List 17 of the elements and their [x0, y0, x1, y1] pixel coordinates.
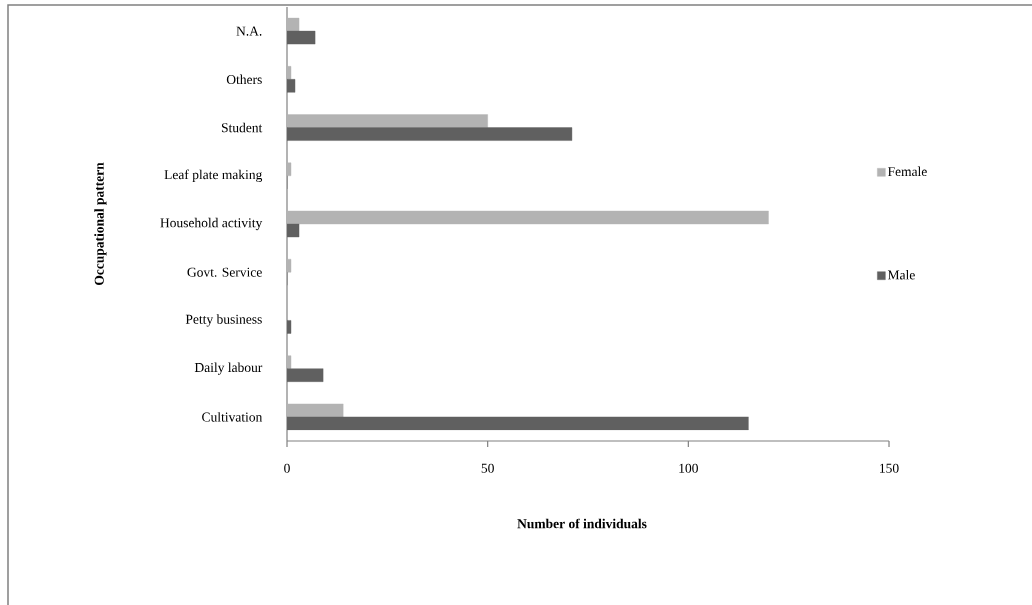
x-tick-label: 150 [880, 463, 899, 473]
x-axis-title: Number of individuals [517, 518, 647, 529]
y-tick-label: Petty business [185, 314, 262, 327]
x-tick-label: 50 [481, 463, 494, 473]
y-tick-label: Student [221, 122, 263, 133]
y-tick-label: Daily labour [194, 362, 263, 375]
y-tick-label: Leaf plate making [164, 169, 263, 182]
y-tick-label: Others [226, 74, 262, 85]
x-tick-label: 0 [284, 463, 290, 473]
legend-label: Female [887, 166, 927, 177]
y-tick-label: Govt. Service [187, 267, 262, 277]
y-tick-label: N.A. [236, 26, 262, 36]
y-axis-title: Occupational pattern [94, 162, 107, 286]
y-tick-label: Cultivation [202, 412, 263, 422]
legend-label: Male [887, 270, 915, 280]
x-tick-label: 100 [679, 463, 698, 473]
y-tick-label: Household activity [160, 217, 263, 231]
